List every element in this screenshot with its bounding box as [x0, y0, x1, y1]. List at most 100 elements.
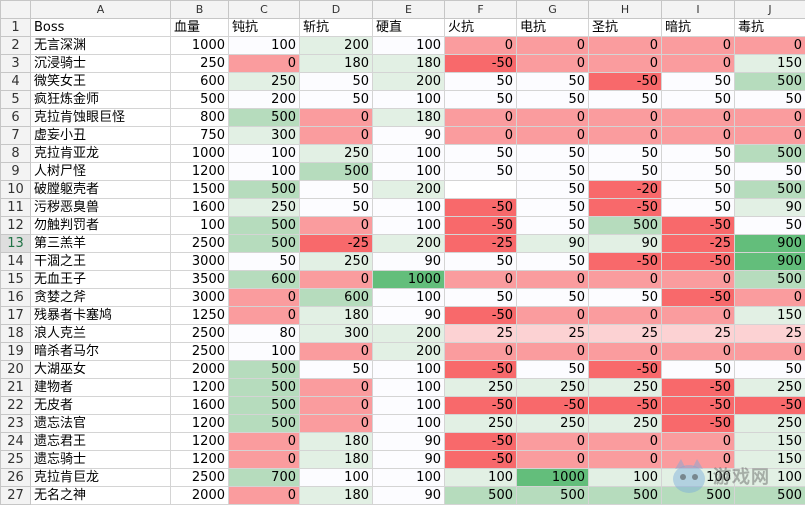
value-cell[interactable]: 250	[229, 199, 300, 217]
value-cell[interactable]: 1200	[171, 433, 229, 451]
header-cell[interactable]: 硬直	[373, 19, 445, 37]
value-cell[interactable]: 50	[445, 163, 517, 181]
boss-name-cell[interactable]: 无皮者	[31, 397, 171, 415]
value-cell[interactable]: 50	[662, 73, 735, 91]
value-cell[interactable]: 2500	[171, 469, 229, 487]
value-cell[interactable]: 90	[373, 433, 445, 451]
value-cell[interactable]: -50	[445, 55, 517, 73]
boss-name-cell[interactable]: 第三羔羊	[31, 235, 171, 253]
value-cell[interactable]: 50	[300, 73, 373, 91]
value-cell[interactable]: 80	[229, 325, 300, 343]
value-cell[interactable]: 50	[517, 91, 589, 109]
column-header-h[interactable]: H	[589, 1, 662, 19]
value-cell[interactable]: 1000	[517, 469, 589, 487]
value-cell[interactable]: 800	[171, 109, 229, 127]
value-cell[interactable]: 750	[171, 127, 229, 145]
value-cell[interactable]: 150	[735, 433, 805, 451]
value-cell[interactable]: 0	[517, 109, 589, 127]
row-header[interactable]: 16	[1, 289, 31, 307]
value-cell[interactable]: 0	[589, 271, 662, 289]
value-cell[interactable]: 0	[300, 109, 373, 127]
value-cell[interactable]: 50	[445, 253, 517, 271]
value-cell[interactable]: 250	[445, 379, 517, 397]
value-cell[interactable]: -50	[445, 199, 517, 217]
row-header[interactable]: 21	[1, 379, 31, 397]
boss-name-cell[interactable]: 无名之神	[31, 487, 171, 505]
value-cell[interactable]: 100	[229, 163, 300, 181]
header-cell[interactable]: 暗抗	[662, 19, 735, 37]
value-cell[interactable]: 200	[373, 343, 445, 361]
value-cell[interactable]: -20	[589, 181, 662, 199]
value-cell[interactable]: -50	[445, 451, 517, 469]
value-cell[interactable]: 600	[229, 271, 300, 289]
value-cell[interactable]: 0	[735, 343, 805, 361]
value-cell[interactable]: 50	[445, 73, 517, 91]
value-cell[interactable]: 100	[373, 217, 445, 235]
value-cell[interactable]: -50	[445, 217, 517, 235]
boss-name-cell[interactable]: 破膛躯壳者	[31, 181, 171, 199]
value-cell[interactable]: 100	[373, 199, 445, 217]
row-header[interactable]: 6	[1, 109, 31, 127]
value-cell[interactable]: 50	[517, 289, 589, 307]
value-cell[interactable]	[445, 181, 517, 199]
boss-name-cell[interactable]: 浪人克兰	[31, 325, 171, 343]
column-header-i[interactable]: I	[662, 1, 735, 19]
value-cell[interactable]: 50	[662, 361, 735, 379]
value-cell[interactable]: 250	[589, 379, 662, 397]
value-cell[interactable]: 500	[735, 181, 805, 199]
value-cell[interactable]: 100	[373, 379, 445, 397]
value-cell[interactable]: 100	[229, 37, 300, 55]
value-cell[interactable]: 0	[589, 109, 662, 127]
row-header[interactable]: 20	[1, 361, 31, 379]
value-cell[interactable]: 50	[300, 361, 373, 379]
value-cell[interactable]: 0	[229, 55, 300, 73]
value-cell[interactable]: 50	[662, 145, 735, 163]
value-cell[interactable]: 25	[662, 325, 735, 343]
value-cell[interactable]: 250	[589, 415, 662, 433]
value-cell[interactable]: 500	[229, 415, 300, 433]
row-header[interactable]: 10	[1, 181, 31, 199]
value-cell[interactable]: 180	[300, 487, 373, 505]
value-cell[interactable]: 500	[229, 217, 300, 235]
column-header-b[interactable]: B	[171, 1, 229, 19]
boss-name-cell[interactable]: 遗忘骑士	[31, 451, 171, 469]
value-cell[interactable]: 500	[229, 109, 300, 127]
boss-name-cell[interactable]: 沉浸骑士	[31, 55, 171, 73]
value-cell[interactable]: -50	[445, 397, 517, 415]
value-cell[interactable]: 200	[373, 73, 445, 91]
value-cell[interactable]: 25	[589, 325, 662, 343]
header-cell[interactable]: Boss	[31, 19, 171, 37]
value-cell[interactable]: 250	[229, 73, 300, 91]
row-header[interactable]: 25	[1, 451, 31, 469]
row-header[interactable]: 4	[1, 73, 31, 91]
value-cell[interactable]: 100	[373, 91, 445, 109]
value-cell[interactable]: 90	[373, 127, 445, 145]
row-header[interactable]: 18	[1, 325, 31, 343]
boss-name-cell[interactable]: 建物者	[31, 379, 171, 397]
value-cell[interactable]: 0	[517, 37, 589, 55]
value-cell[interactable]: -50	[445, 307, 517, 325]
value-cell[interactable]: 180	[373, 55, 445, 73]
value-cell[interactable]: -50	[589, 397, 662, 415]
value-cell[interactable]: 0	[735, 289, 805, 307]
row-header[interactable]: 7	[1, 127, 31, 145]
value-cell[interactable]: 0	[589, 343, 662, 361]
value-cell[interactable]: 90	[373, 487, 445, 505]
value-cell[interactable]: 0	[735, 109, 805, 127]
value-cell[interactable]: 0	[445, 127, 517, 145]
value-cell[interactable]: 0	[300, 415, 373, 433]
value-cell[interactable]: 1200	[171, 451, 229, 469]
value-cell[interactable]: 180	[300, 307, 373, 325]
value-cell[interactable]: -50	[662, 397, 735, 415]
boss-name-cell[interactable]: 克拉肯蚀眼巨怪	[31, 109, 171, 127]
value-cell[interactable]: 100	[229, 145, 300, 163]
value-cell[interactable]: 0	[662, 55, 735, 73]
value-cell[interactable]: 0	[662, 271, 735, 289]
value-cell[interactable]: 3000	[171, 253, 229, 271]
boss-name-cell[interactable]: 大湖巫女	[31, 361, 171, 379]
boss-name-cell[interactable]: 暗杀者马尔	[31, 343, 171, 361]
row-header[interactable]: 23	[1, 415, 31, 433]
value-cell[interactable]: 1600	[171, 199, 229, 217]
value-cell[interactable]: 1500	[171, 181, 229, 199]
value-cell[interactable]: -50	[589, 73, 662, 91]
